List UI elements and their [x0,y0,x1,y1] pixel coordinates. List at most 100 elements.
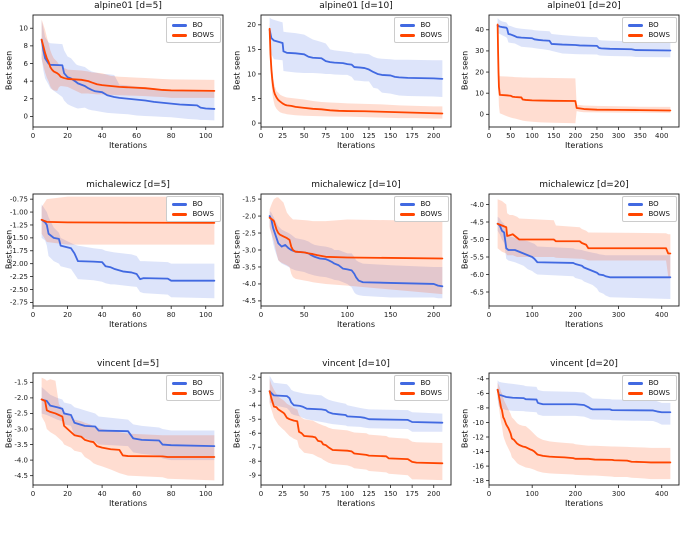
legend-entry-bo: BO [400,20,442,30]
svg-text:175: 175 [405,132,418,140]
svg-text:100: 100 [341,490,354,498]
svg-text:150: 150 [384,311,397,319]
subplot-title: vincent [d=20] [550,359,618,369]
legend-entry-bows: BOWS [172,209,214,219]
svg-text:-2.25: -2.25 [10,273,28,281]
legend-entry-bo: BO [628,378,670,388]
svg-text:-1.00: -1.00 [10,208,28,216]
svg-text:-4.0: -4.0 [470,201,484,209]
legend-label-bo: BO [192,200,203,208]
svg-text:-1.25: -1.25 [10,221,28,229]
legend: BO BOWS [166,196,221,222]
svg-text:100: 100 [341,132,354,140]
legend-label-bows: BOWS [420,389,442,397]
svg-text:-3: -3 [249,388,256,396]
legend-label-bows: BOWS [192,210,214,218]
legend: BO BOWS [394,196,449,222]
svg-text:-7: -7 [249,444,256,452]
subplot-title: vincent [d=10] [322,359,390,369]
legend-label-bows: BOWS [420,210,442,218]
svg-text:-6: -6 [477,390,485,398]
svg-text:-8: -8 [477,404,484,412]
legend-entry-bo: BO [400,199,442,209]
legend-label-bo: BO [420,200,431,208]
svg-text:-4.5: -4.5 [470,218,484,226]
bo-line-swatch [172,23,188,27]
subplot-alpine01-d10: alpine01 [d=10] Best seen 0 25 50 75 100 125 1… [228,0,456,179]
svg-text:40: 40 [475,26,484,34]
subplot-title: michalewicz [d=20] [539,180,629,190]
svg-text:20: 20 [247,21,256,29]
svg-text:-1.5: -1.5 [14,379,28,387]
svg-text:0: 0 [487,490,491,498]
legend-label-bows: BOWS [648,389,670,397]
svg-text:-5.5: -5.5 [470,253,484,261]
svg-text:0: 0 [24,113,28,121]
svg-text:200: 200 [427,132,440,140]
legend-label-bo: BO [192,21,203,29]
svg-text:30: 30 [475,47,484,55]
legend-label-bo: BO [420,379,431,387]
legend-label-bows: BOWS [192,31,214,39]
legend: BO BOWS [394,375,449,401]
svg-text:0: 0 [31,132,35,140]
svg-text:200: 200 [427,490,440,498]
svg-text:100: 100 [199,311,212,319]
bo-line-swatch [172,202,188,206]
svg-text:-16: -16 [473,462,485,470]
svg-text:-1.75: -1.75 [10,247,28,255]
legend-label-bows: BOWS [648,210,670,218]
svg-text:80: 80 [167,132,176,140]
bows-line-swatch [400,33,416,37]
legend-label-bows: BOWS [648,31,670,39]
subplot-michalewicz-d20: michalewicz [d=20] Best seen 0 100 200 300 4… [456,179,684,358]
legend-entry-bo: BO [172,20,214,30]
legend-entry-bows: BOWS [400,30,442,40]
svg-text:100: 100 [525,132,538,140]
svg-text:40: 40 [98,490,107,498]
x-axis-label: Iterations [336,499,376,508]
svg-text:-4.5: -4.5 [14,472,28,480]
bo-line-swatch [172,381,188,385]
svg-text:20: 20 [63,311,72,319]
svg-text:-5.0: -5.0 [470,236,484,244]
svg-text:-2.0: -2.0 [14,394,28,402]
plot-area: 0 50 100 150 200 250 300 350 400 0 10 20 30 40 [456,13,684,151]
plot-area: 0 100 200 300 400 -4.0 -4.5 -5.0 -5.5 -6.0 -6.5 [456,192,684,330]
legend-label-bo: BO [192,379,203,387]
svg-text:2: 2 [24,95,28,103]
svg-text:400: 400 [655,311,668,319]
svg-text:400: 400 [655,490,668,498]
svg-text:350: 350 [633,132,646,140]
bo-line-swatch [628,202,644,206]
svg-text:-1.5: -1.5 [242,195,256,203]
svg-text:200: 200 [427,311,440,319]
plot-area: 0 20 40 60 80 100 0 2 4 6 8 10 [0,13,228,151]
svg-text:0: 0 [31,490,35,498]
legend-label-bo: BO [648,21,659,29]
svg-text:15: 15 [247,46,256,54]
svg-text:200: 200 [569,132,582,140]
svg-text:50: 50 [300,132,309,140]
x-axis-label: Iterations [564,320,604,329]
legend-entry-bows: BOWS [172,30,214,40]
svg-text:150: 150 [547,132,560,140]
svg-text:-3.5: -3.5 [14,441,28,449]
legend-entry-bo: BO [628,199,670,209]
legend-label-bows: BOWS [192,389,214,397]
svg-text:0: 0 [487,311,491,319]
bo-line-swatch [400,381,416,385]
subplot-title: vincent [d=5] [96,359,160,369]
svg-text:-4: -4 [477,375,485,383]
svg-text:-2: -2 [249,374,256,382]
subplot-title: michalewicz [d=10] [311,180,401,190]
legend-entry-bo: BO [172,199,214,209]
svg-text:300: 300 [612,490,625,498]
subplot-vincent-d10: vincent [d=10] Best seen 0 25 50 75 100 125 15… [228,358,456,537]
svg-text:0: 0 [252,119,256,127]
x-axis-label: Iterations [108,499,148,508]
svg-text:80: 80 [167,490,176,498]
bows-line-swatch [628,212,644,216]
svg-text:-6.5: -6.5 [470,288,484,296]
svg-text:75: 75 [321,132,330,140]
